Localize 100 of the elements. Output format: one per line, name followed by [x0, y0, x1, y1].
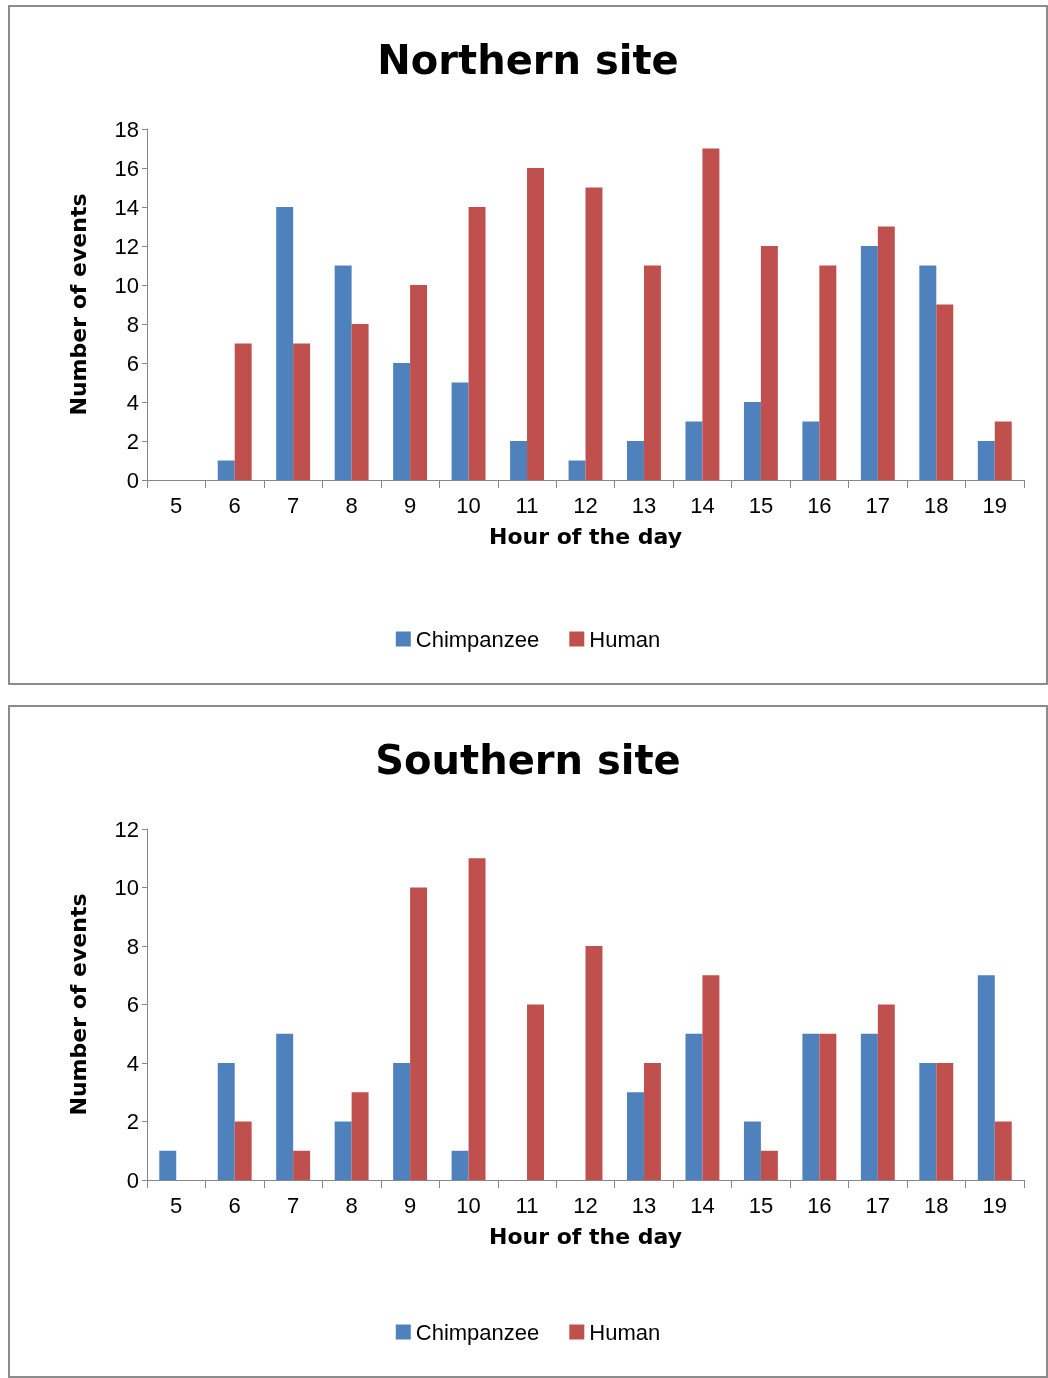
legend-label: Human: [589, 1319, 661, 1345]
x-tick-label: 15: [748, 492, 774, 518]
x-tick-label: 7: [287, 1192, 300, 1218]
bar: [393, 363, 411, 480]
y-tick-label: 14: [114, 194, 139, 220]
x-tick-label: 11: [515, 492, 539, 518]
bar: [627, 441, 644, 480]
y-tick-label: 10: [114, 272, 139, 298]
y-tick-label: 4: [126, 1050, 139, 1076]
y-tick-label: 12: [114, 233, 139, 259]
y-tick-label: 0: [126, 467, 139, 493]
x-tick-label: 14: [690, 1192, 715, 1218]
x-tick-label: 13: [631, 492, 657, 518]
bar: [977, 441, 995, 480]
x-tick-label: 18: [924, 492, 949, 518]
x-tick-label: 10: [456, 492, 481, 518]
bar: [977, 975, 995, 1180]
y-tick-label: 2: [126, 1109, 139, 1134]
chart-title: Southern site: [375, 737, 681, 783]
bar: [802, 1033, 820, 1180]
bar: [468, 858, 486, 1180]
bar: [410, 285, 428, 480]
bar: [802, 421, 820, 480]
y-tick-label: 8: [126, 933, 139, 959]
bar: [936, 304, 954, 480]
bar: [760, 246, 778, 480]
chart-title: Northern site: [377, 37, 679, 83]
bar: [627, 1092, 644, 1180]
y-tick-label: 6: [126, 350, 139, 376]
legend-label: Chimpanzee: [415, 1319, 540, 1345]
y-tick-label: 8: [126, 311, 139, 337]
x-tick-label: 19: [982, 1192, 1008, 1218]
y-tick-label: 16: [114, 155, 139, 181]
bar: [585, 187, 603, 480]
bar: [510, 441, 528, 480]
bar: [334, 265, 352, 480]
x-tick-label: 19: [982, 492, 1008, 518]
x-tick-label: 9: [403, 492, 417, 518]
bar: [351, 324, 369, 480]
x-tick-label: 14: [690, 492, 715, 518]
y-tick-label: 4: [126, 389, 139, 415]
bar: [451, 382, 469, 480]
x-tick-label: 12: [573, 492, 598, 518]
bar: [860, 1033, 878, 1180]
x-tick-label: 8: [345, 492, 358, 518]
bar: [410, 887, 428, 1180]
bar: [819, 1033, 837, 1180]
x-axis-title: Hour of the day: [488, 1223, 683, 1249]
x-tick-label: 5: [170, 492, 183, 518]
bar: [351, 1092, 369, 1180]
bar: [276, 207, 294, 480]
bar: [234, 343, 252, 480]
y-tick-label: 12: [114, 816, 139, 842]
bar: [643, 1063, 661, 1180]
x-tick-label: 15: [748, 1192, 774, 1218]
bar: [293, 343, 311, 480]
x-tick-label: 12: [573, 1192, 598, 1218]
bar: [819, 265, 837, 480]
x-tick-label: 10: [456, 1192, 481, 1218]
y-tick-label: 6: [126, 992, 139, 1017]
y-tick-label: 0: [126, 1167, 139, 1193]
bar: [293, 1150, 311, 1180]
bar: [468, 207, 486, 480]
bar: [568, 460, 586, 480]
bar: [760, 1150, 778, 1180]
bar: [743, 402, 761, 480]
x-tick-label: 18: [924, 1192, 949, 1218]
legend-label: Human: [589, 626, 661, 652]
bar: [685, 421, 703, 480]
x-tick-label: 16: [807, 492, 832, 518]
bar: [217, 1063, 235, 1180]
bar: [334, 1121, 352, 1180]
bar: [393, 1063, 411, 1180]
x-tick-label: 6: [228, 492, 241, 518]
bar: [994, 421, 1012, 480]
x-tick-label: 7: [287, 492, 300, 518]
y-tick-label: 10: [114, 875, 139, 900]
x-axis-title: Hour of the day: [488, 523, 683, 549]
bar: [919, 265, 937, 480]
bar: [877, 1004, 895, 1180]
y-tick-label: 2: [126, 428, 139, 454]
x-tick-label: 8: [345, 1192, 358, 1218]
x-tick-label: 13: [631, 1192, 657, 1218]
x-tick-label: 11: [515, 1192, 539, 1218]
y-axis-title: Number of events: [65, 893, 91, 1116]
bar: [994, 1121, 1012, 1180]
bar: [585, 946, 603, 1180]
bar: [877, 226, 895, 480]
bar: [702, 975, 720, 1180]
bar: [936, 1063, 954, 1180]
bar: [159, 1150, 177, 1180]
bar: [860, 246, 878, 480]
bar: [743, 1121, 761, 1180]
legend-label: Chimpanzee: [415, 626, 540, 652]
y-tick-label: 18: [114, 116, 139, 142]
x-tick-label: 5: [170, 1192, 183, 1218]
x-tick-label: 17: [865, 1192, 891, 1218]
bar: [527, 168, 544, 480]
x-tick-label: 6: [228, 1192, 241, 1218]
bar: [919, 1063, 937, 1180]
